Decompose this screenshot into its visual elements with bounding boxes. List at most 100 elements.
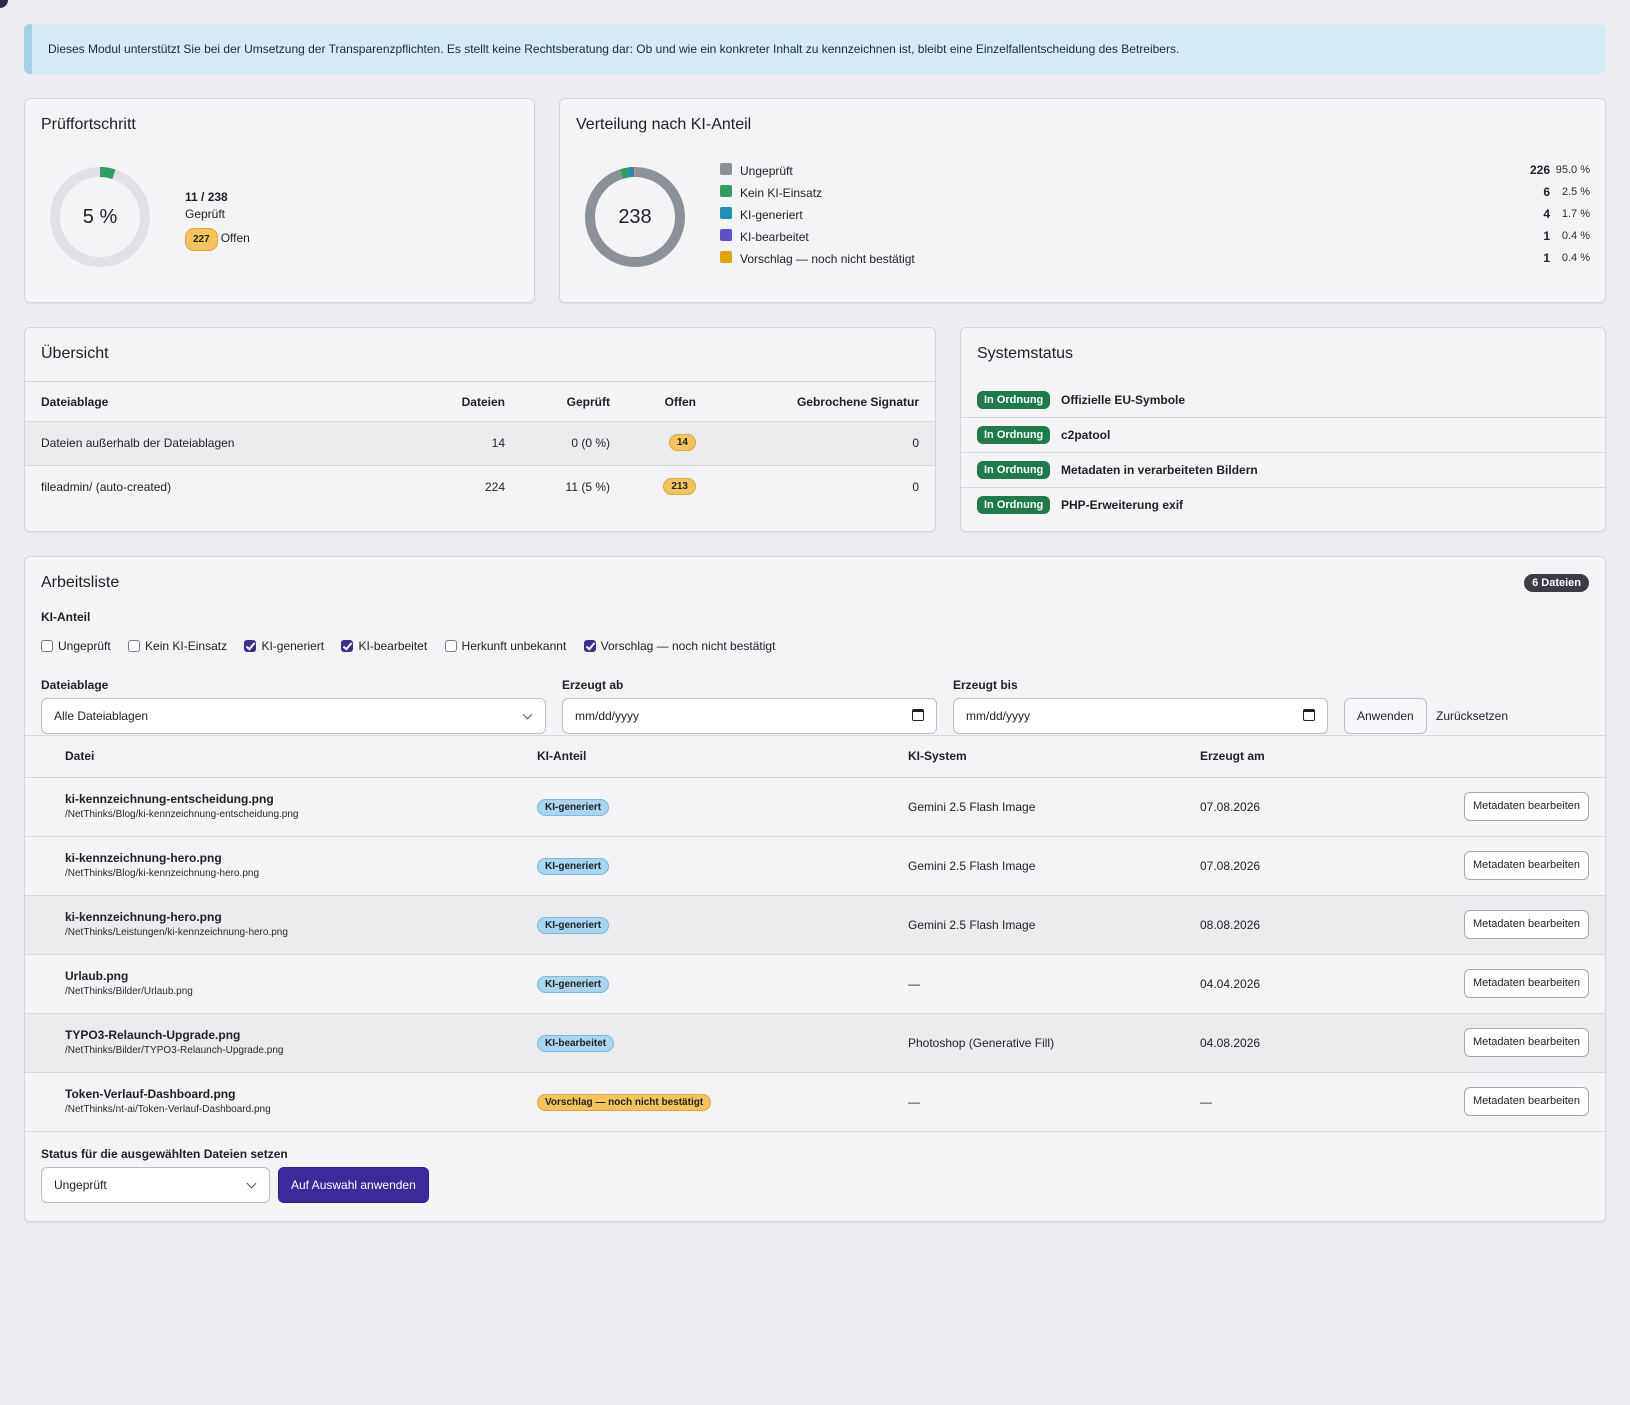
bulk-status-select[interactable]: Ungeprüft	[41, 1167, 270, 1203]
legend-swatch	[720, 229, 732, 241]
status-badge: In Ordnung	[977, 391, 1051, 409]
checkbox-label: KI-generiert	[261, 639, 325, 653]
col-checked: Geprüft	[566, 395, 610, 409]
storage-select[interactable]: Alle Dateiablagen	[41, 698, 546, 734]
edit-metadata-button[interactable]: Metadaten bearbeiten	[1463, 792, 1589, 821]
info-alert-text: Dieses Modul unterstützt Sie bei der Ums…	[48, 42, 1180, 56]
checkbox-suggestion[interactable]: Vorschlag — noch nicht bestätigt	[583, 639, 776, 653]
ai-share-badge: KI-generiert	[537, 799, 610, 816]
table-row: fileadmin/ (auto-created) 224 11 (5 %) 2…	[25, 466, 935, 510]
storage-select-value: Alle Dateiablagen	[54, 709, 149, 723]
checkbox-box[interactable]	[244, 640, 257, 652]
legend-count: 4	[1543, 207, 1550, 221]
checked-count: 0 (0 %)	[571, 436, 610, 450]
progress-percent: 5 %	[82, 206, 118, 228]
open-count-badge: 227	[185, 228, 218, 251]
edit-metadata-button[interactable]: Metadaten bearbeiten	[1463, 851, 1589, 880]
files-count: 224	[484, 480, 505, 494]
progress-card: Prüffortschritt 5 % 11 / 238 Geprüft 227…	[24, 98, 535, 303]
status-item: In Ordnung Offizielle EU-Symbole	[961, 383, 1605, 418]
checkbox-label: Vorschlag — noch nicht bestätigt	[600, 639, 776, 653]
file-name: ki-kennzeichnung-hero.png	[65, 910, 222, 924]
created-from-input[interactable]: mm/dd/yyyy	[562, 698, 937, 734]
created-date: 07.08.2026	[1200, 800, 1261, 814]
progress-count: 11 / 238	[185, 190, 228, 204]
legend-percent: 0.4 %	[1561, 252, 1590, 264]
table-row[interactable]: ki-kennzeichnung-hero.png /NetThinks/Blo…	[25, 837, 1605, 896]
table-row[interactable]: ki-kennzeichnung-hero.png /NetThinks/Lei…	[25, 896, 1605, 955]
distribution-card: Verteilung nach KI-Anteil 238 Ungeprüft 2…	[559, 98, 1606, 303]
col-ai-share: KI-Anteil	[537, 749, 587, 763]
created-date: 08.08.2026	[1200, 918, 1261, 932]
checkbox-box[interactable]	[583, 640, 596, 652]
edit-metadata-button[interactable]: Metadaten bearbeiten	[1463, 969, 1589, 998]
ai-share-filter-label: KI-Anteil	[41, 610, 91, 624]
created-date: 04.04.2026	[1200, 977, 1261, 991]
checkbox-label: Ungeprüft	[58, 639, 111, 653]
status-badge: In Ordnung	[977, 496, 1051, 514]
file-path: /NetThinks/Bilder/Urlaub.png	[65, 986, 193, 997]
distribution-donut	[585, 167, 685, 267]
checkbox-origin-unknown[interactable]: Herkunft unbekannt	[444, 639, 567, 653]
distribution-title: Verteilung nach KI-Anteil	[576, 116, 752, 133]
edit-metadata-button[interactable]: Metadaten bearbeiten	[1463, 1087, 1589, 1116]
legend-item: Vorschlag — noch nicht bestätigt 1 0.4 %	[720, 251, 1590, 273]
system-status-card: Systemstatus In Ordnung Offizielle EU-Sy…	[960, 327, 1606, 532]
apply-filter-button[interactable]: Anwenden	[1344, 698, 1427, 734]
edit-metadata-button[interactable]: Metadaten bearbeiten	[1463, 1028, 1589, 1057]
created-date: 04.08.2026	[1200, 1036, 1261, 1050]
reset-filter-link[interactable]: Zurücksetzen	[1436, 709, 1509, 723]
file-path: /NetThinks/Bilder/TYPO3-Relaunch-Upgrade…	[65, 1045, 284, 1056]
legend-label: Vorschlag — noch nicht bestätigt	[740, 252, 915, 266]
checkbox-box[interactable]	[41, 640, 53, 652]
created-to-label: Erzeugt bis	[953, 678, 1018, 692]
checkbox-box[interactable]	[128, 640, 141, 652]
file-name: ki-kennzeichnung-hero.png	[65, 851, 222, 865]
checkbox-label: Kein KI-Einsatz	[145, 639, 228, 653]
file-path: /NetThinks/Blog/ki-kennzeichnung-hero.pn…	[65, 868, 259, 879]
table-row[interactable]: Token-Verlauf-Dashboard.png /NetThinks/n…	[25, 1073, 1605, 1132]
file-path: /NetThinks/Blog/ki-kennzeichnung-entsche…	[65, 809, 299, 820]
module-content: Dieses Modul unterstützt Sie bei der Ums…	[24, 24, 1606, 1222]
overview-table-header: Dateiablage Dateien Geprüft Offen Gebroc…	[25, 381, 935, 422]
checkbox-ai-edited[interactable]: KI-bearbeitet	[341, 639, 427, 653]
legend-item: Kein KI-Einsatz 6 2.5 %	[720, 185, 1590, 207]
worklist-card: Arbeitsliste 6 Dateien KI-Anteil Ungeprü…	[24, 556, 1606, 1222]
ai-system: —	[908, 977, 920, 991]
checkbox-label: Herkunft unbekannt	[461, 639, 567, 653]
worklist-table-header: Datei KI-Anteil KI-System Erzeugt am	[25, 735, 1605, 778]
legend-item: KI-bearbeitet 1 0.4 %	[720, 229, 1590, 251]
status-item: In Ordnung PHP-Erweiterung exif	[961, 488, 1605, 523]
checkbox-box[interactable]	[341, 640, 354, 652]
ai-share-checkboxes: Ungeprüft Kein KI-Einsatz KI-generiert K…	[41, 639, 789, 653]
storage-name: Dateien außerhalb der Dateiablagen	[41, 436, 235, 450]
checkbox-label: KI-bearbeitet	[358, 639, 428, 653]
progress-stats: 11 / 238 Geprüft 227 Offen	[185, 189, 250, 251]
info-alert: Dieses Modul unterstützt Sie bei der Ums…	[24, 24, 1606, 74]
file-name: Token-Verlauf-Dashboard.png	[65, 1087, 236, 1101]
progress-title: Prüffortschritt	[41, 116, 136, 133]
created-date: —	[1200, 1095, 1212, 1109]
created-to-input[interactable]: mm/dd/yyyy	[953, 698, 1328, 734]
checkbox-no-ai[interactable]: Kein KI-Einsatz	[128, 639, 227, 653]
legend-label: KI-generiert	[740, 208, 803, 222]
col-file: Datei	[65, 749, 95, 763]
table-row[interactable]: TYPO3-Relaunch-Upgrade.png /NetThinks/Bi…	[25, 1014, 1605, 1073]
calendar-icon[interactable]	[912, 709, 924, 721]
file-path: /NetThinks/Leistungen/ki-kennzeichnung-h…	[65, 927, 288, 938]
ai-share-badge: KI-generiert	[537, 917, 610, 934]
table-row[interactable]: Urlaub.png /NetThinks/Bilder/Urlaub.png …	[25, 955, 1605, 1014]
status-label: c2patool	[1061, 428, 1111, 442]
table-row[interactable]: ki-kennzeichnung-entscheidung.png /NetTh…	[25, 778, 1605, 837]
created-from-label: Erzeugt ab	[562, 678, 624, 692]
col-broken-signature: Gebrochene Signatur	[796, 395, 919, 409]
status-item: In Ordnung c2patool	[961, 418, 1605, 453]
ai-share-badge: KI-bearbeitet	[537, 1035, 615, 1052]
edit-metadata-button[interactable]: Metadaten bearbeiten	[1463, 910, 1589, 939]
checkbox-box[interactable]	[444, 640, 457, 652]
checkbox-ai-generated[interactable]: KI-generiert	[244, 639, 324, 653]
calendar-icon[interactable]	[1303, 709, 1315, 721]
checkbox-unchecked[interactable]: Ungeprüft	[41, 639, 111, 653]
apply-to-selection-button[interactable]: Auf Auswahl anwenden	[278, 1167, 429, 1203]
file-name: ki-kennzeichnung-entscheidung.png	[65, 792, 274, 806]
